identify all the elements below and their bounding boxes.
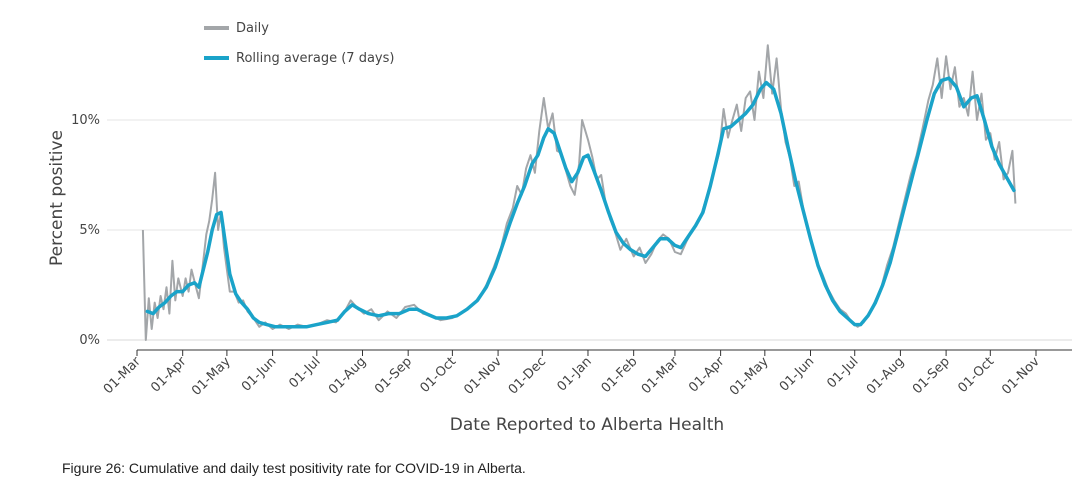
x-tick-label: 01-Oct [417, 354, 459, 396]
legend: Daily Rolling average (7 days) [204, 21, 394, 66]
x-tick-label: 01-Jun [777, 354, 818, 395]
y-axis-title: Percent positive [47, 130, 67, 266]
x-tick-label: 01-Aug [864, 354, 907, 397]
gridlines [107, 119, 1072, 341]
x-tick-label: 01-Aug [326, 354, 369, 397]
legend-label-daily: Daily [236, 21, 269, 36]
y-axis: 0% 5% 10% [71, 113, 100, 348]
x-tick-label: 01-Mar [101, 354, 144, 397]
x-tick-label: 01-Nov [461, 354, 505, 398]
y-tick-label: 0% [79, 333, 100, 348]
x-tick-label: 01-May [727, 354, 772, 399]
y-tick-label: 10% [71, 113, 100, 128]
x-tick-label: 01-Jan [554, 354, 594, 394]
x-tick-label: 01-May [189, 354, 234, 399]
x-tick-label: 01-Jul [286, 354, 323, 391]
x-tick-label: 01-Sep [372, 354, 415, 397]
x-tick-label: 01-Dec [506, 354, 549, 397]
figure-caption: Figure 26: Cumulative and daily test pos… [62, 460, 526, 476]
x-tick-label: 01-Apr [686, 354, 728, 396]
x-tick-label: 01-Jun [239, 354, 280, 395]
x-tick-label: 01-Oct [955, 354, 997, 396]
x-tick-label: 01-Jul [824, 354, 861, 391]
x-tick-label: 01-Feb [599, 354, 641, 396]
x-tick-label: 01-Mar [639, 354, 682, 397]
x-tick-label: 01-Nov [999, 354, 1043, 398]
x-axis: 01-Mar 01-Apr 01-May 01-Jun 01-Jul 01-Aug 01-S… [101, 349, 1072, 399]
x-tick-label: 01-Sep [910, 354, 953, 397]
positivity-chart: 01-Mar 01-Apr 01-May 01-Jun 01-Jul 01-Aug 01-S… [47, 21, 1072, 435]
x-tick-label: 01-Apr [148, 354, 190, 396]
series [141, 44, 1017, 341]
legend-label-rolling-average: Rolling average (7 days) [236, 51, 394, 66]
y-tick-label: 5% [79, 223, 100, 238]
series-line-daily [141, 44, 1017, 341]
series-line-rolling-average [145, 76, 1016, 329]
x-axis-title: Date Reported to Alberta Health [450, 415, 724, 435]
